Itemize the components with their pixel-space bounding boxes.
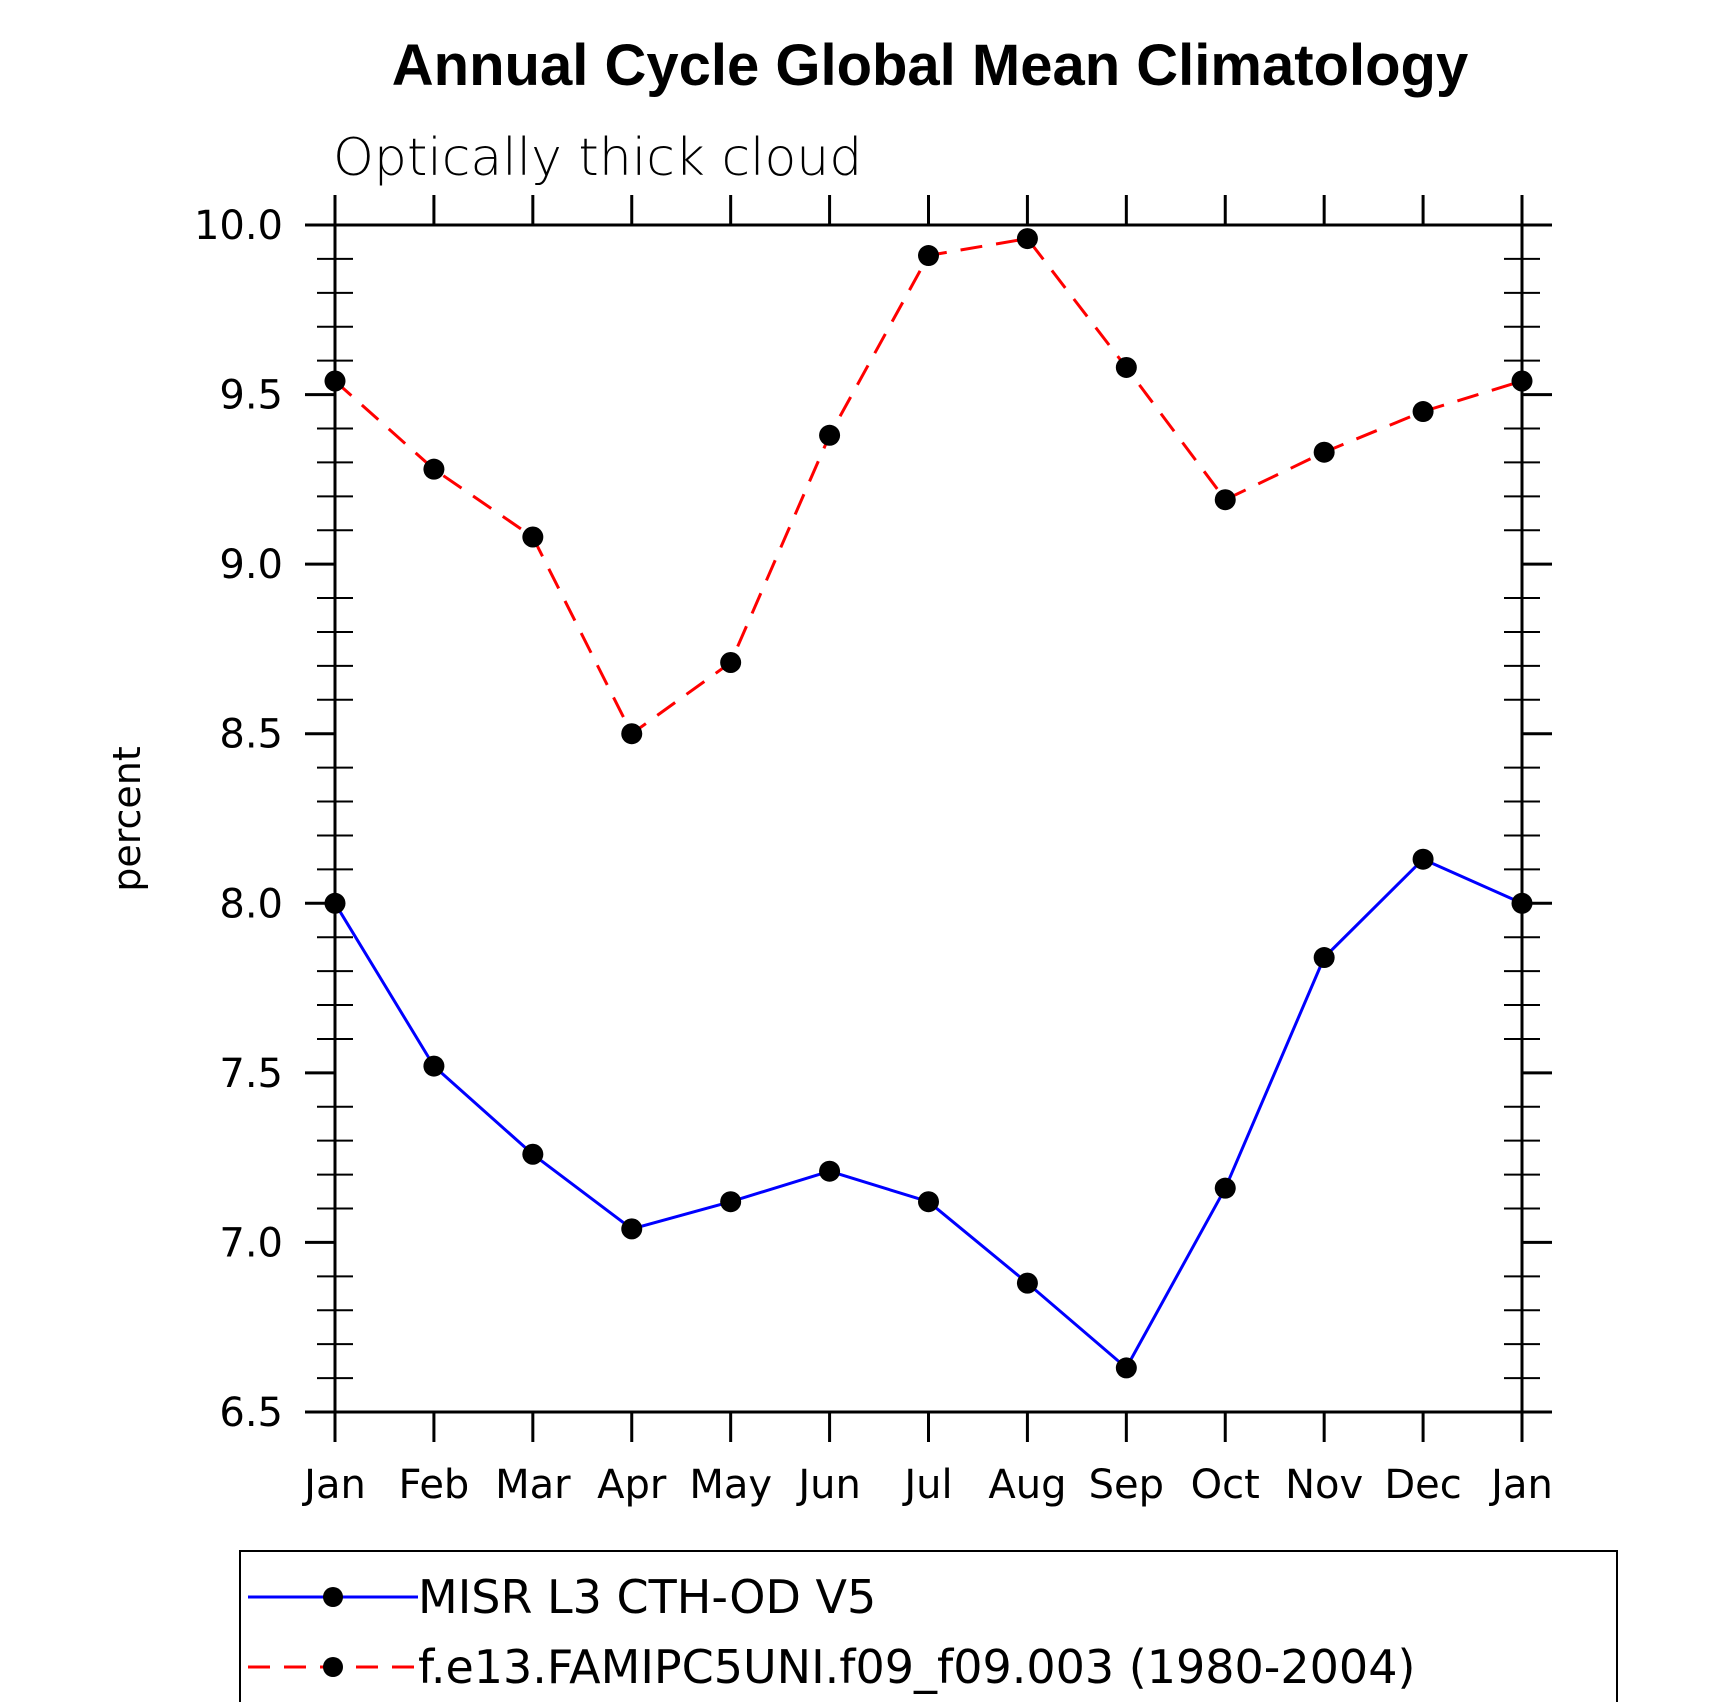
data-point-series-0 xyxy=(819,1160,841,1182)
data-point-series-1 xyxy=(1214,489,1236,511)
data-point-series-1 xyxy=(1115,356,1137,378)
series-line-0 xyxy=(333,857,1523,1370)
legend-marker-cesm xyxy=(323,1657,343,1677)
data-point-series-1 xyxy=(1313,441,1335,463)
data-point-series-0 xyxy=(1313,947,1335,969)
data-point-series-0 xyxy=(1016,1272,1038,1294)
x-tick-labels: Jan Feb Mar Apr May Jun Jul Aug Sep Oct Nov Dec Jan xyxy=(301,1462,1553,1508)
y-tick-labels: 6.5 7.0 7.5 8.0 8.5 9.0 9.5 10.0 xyxy=(194,203,283,1436)
data-point-series-1 xyxy=(918,245,939,267)
data-point-series-0 xyxy=(918,1191,939,1213)
data-point-series-1 xyxy=(1511,370,1533,392)
chart-subtitle: Optically thick cloud xyxy=(333,128,862,188)
x-tick-label: May xyxy=(689,1462,772,1508)
data-point-series-1 xyxy=(621,723,643,745)
x-tick-label: Mar xyxy=(495,1462,571,1508)
data-point-series-0 xyxy=(1412,848,1434,870)
y-tick-label: 10.0 xyxy=(194,203,283,249)
y-tick-label: 8.5 xyxy=(219,712,283,758)
x-tick-label: Apr xyxy=(597,1462,667,1508)
y-tick-label: 7.5 xyxy=(219,1051,283,1097)
y-tick-label: 7.0 xyxy=(219,1220,283,1266)
y-tick-label: 9.0 xyxy=(219,542,283,588)
x-tick-label: Nov xyxy=(1285,1462,1363,1508)
legend-label-misr: MISR L3 CTH-OD V5 xyxy=(418,1570,876,1624)
plot-frame xyxy=(333,223,1524,1414)
data-point-series-0 xyxy=(324,892,346,914)
data-point-series-1 xyxy=(1412,401,1434,423)
data-point-series-1 xyxy=(522,526,544,548)
x-tick-label: Sep xyxy=(1089,1462,1164,1508)
data-point-series-1 xyxy=(324,370,346,392)
x-tick-label: Dec xyxy=(1384,1462,1461,1508)
x-tick-label: Feb xyxy=(399,1462,470,1508)
series-markers xyxy=(324,228,1533,1379)
y-tick-label: 6.5 xyxy=(219,1390,283,1436)
x-tick-label: Jun xyxy=(795,1462,861,1508)
x-tick-label: Oct xyxy=(1191,1462,1260,1508)
data-point-series-1 xyxy=(819,424,841,446)
series-line-1 xyxy=(334,237,1523,736)
data-point-series-0 xyxy=(1511,892,1533,914)
data-point-series-1 xyxy=(720,651,742,673)
y-tick-label: 9.5 xyxy=(219,373,283,419)
x-tick-label: Jul xyxy=(901,1462,952,1508)
data-point-series-1 xyxy=(1016,228,1038,250)
legend: MISR L3 CTH-OD V5 f.e13.FAMIPC5UNI.f09_f… xyxy=(239,1550,1618,1702)
data-point-series-0 xyxy=(423,1055,445,1077)
chart-title: Annual Cycle Global Mean Climatology xyxy=(392,33,1468,98)
data-point-series-1 xyxy=(423,458,445,480)
y-axis-label: percent xyxy=(105,746,149,892)
data-point-series-0 xyxy=(1115,1357,1137,1379)
data-point-series-0 xyxy=(1214,1177,1236,1199)
x-tick-label: Jan xyxy=(1488,1462,1553,1508)
tick-marks xyxy=(305,195,1552,1442)
data-point-series-0 xyxy=(522,1143,544,1165)
legend-label-cesm: f.e13.FAMIPC5UNI.f09_f09.003 (1980-2004) xyxy=(418,1640,1415,1694)
y-tick-label: 8.0 xyxy=(219,881,283,927)
legend-box xyxy=(239,1550,1618,1702)
legend-marker-misr xyxy=(323,1587,343,1607)
x-tick-label: Jan xyxy=(301,1462,366,1508)
data-point-series-0 xyxy=(720,1191,742,1213)
data-point-series-0 xyxy=(621,1218,643,1240)
x-tick-label: Aug xyxy=(988,1462,1066,1508)
